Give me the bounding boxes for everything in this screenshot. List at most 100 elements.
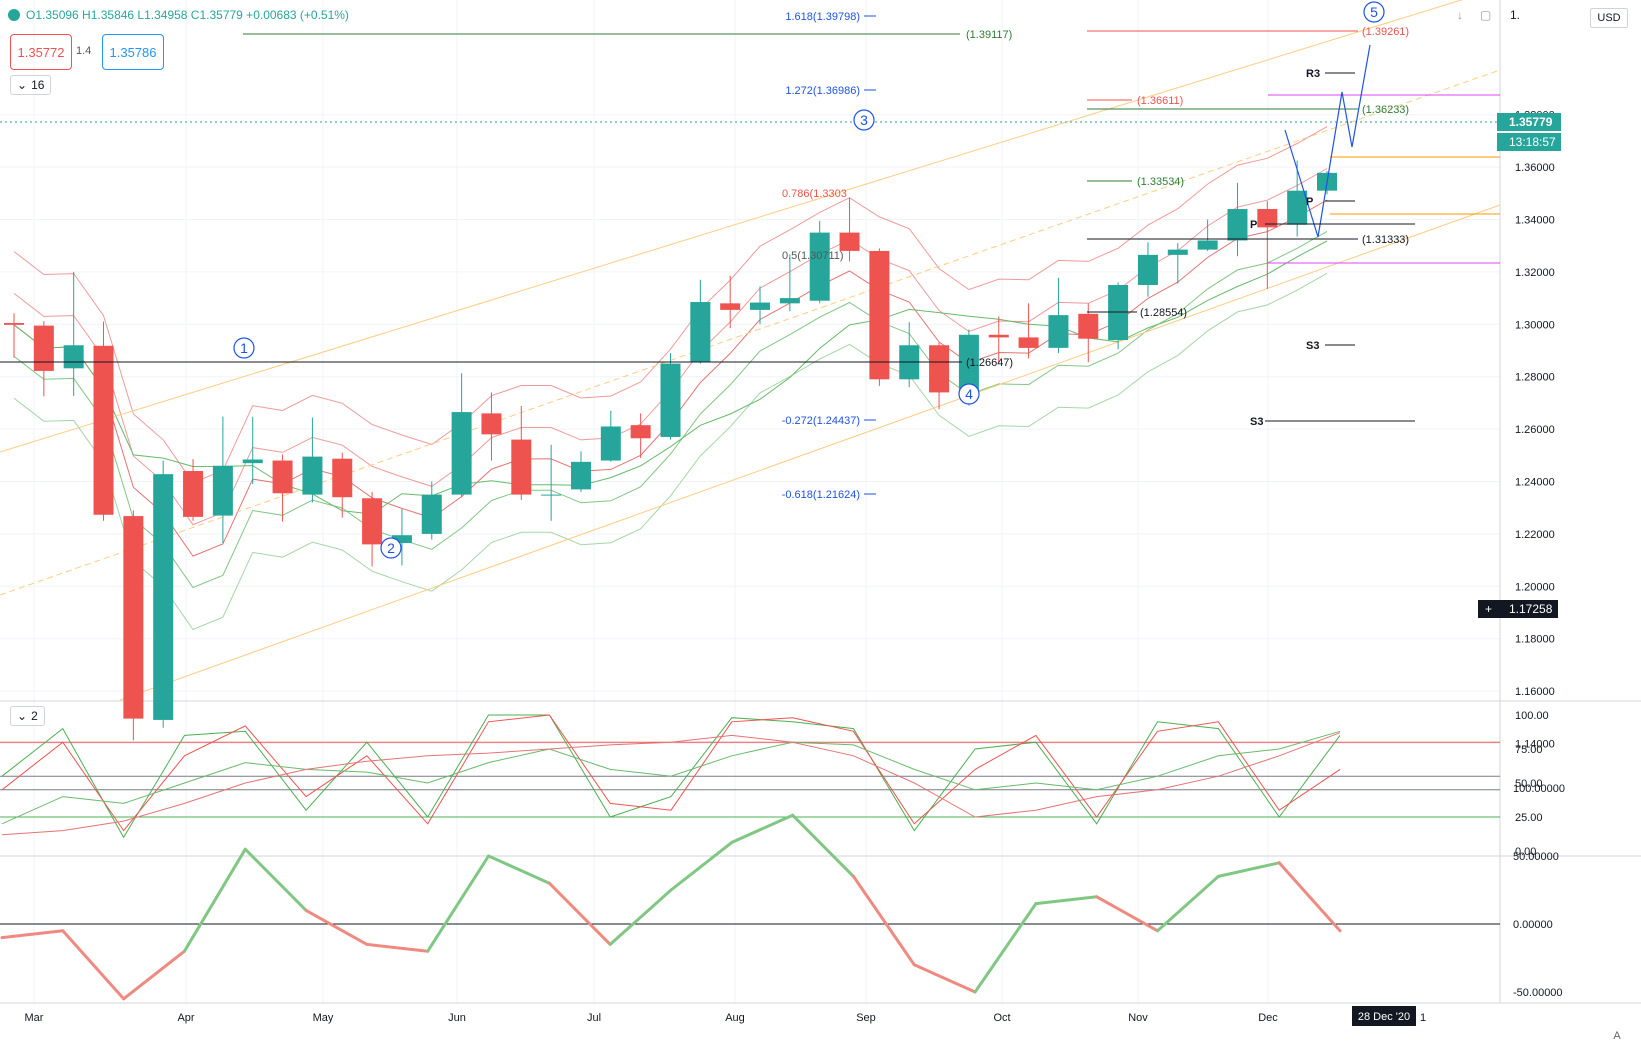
oscillator-segment: [182, 847, 247, 953]
currency-badge[interactable]: USD: [1590, 8, 1628, 28]
candle-body: [750, 302, 771, 310]
candle-body: [1167, 249, 1188, 255]
level-label: (1.26647): [966, 357, 1013, 369]
candle-body: [1287, 190, 1308, 225]
crosshair-price-box: [1478, 600, 1558, 618]
oscillator-axis-tick: 0.00000: [1513, 919, 1553, 931]
top-price-label: 1.: [1510, 8, 1521, 22]
ohlc-values: O1.35096 H1.35846 L1.34958 C1.35779 +0.0…: [26, 8, 349, 22]
price-axis-tick: 1.30000: [1515, 319, 1555, 331]
candle-body: [929, 345, 950, 393]
time-axis-tick: Nov: [1128, 1012, 1148, 1024]
candle-body: [570, 461, 591, 490]
stoch-legend-toggle[interactable]: ⌄ 2: [10, 706, 45, 726]
candle-body: [541, 494, 562, 496]
grid: [0, 0, 1641, 1004]
oscillator-segment: [1095, 895, 1160, 933]
time-axis-edge-tick: 1: [1420, 1012, 1426, 1024]
elliott-wave-marker: [853, 109, 875, 131]
oscillator-segment: [426, 854, 491, 953]
stoch-axis-tick: 50.00: [1515, 778, 1543, 790]
fib-retracement-label: 0.5(1.30711): [782, 250, 844, 262]
candle-body: [958, 334, 979, 392]
price-axis-tick: 1.18000: [1515, 634, 1555, 646]
level-label: (1.36233): [1362, 104, 1409, 116]
price-axis-tick: 1.16000: [1515, 686, 1555, 698]
candle-body: [779, 298, 800, 304]
drawings: 1.618(1.39798) 1.272(1.36986) -0.272(1.244…: [0, 1, 1500, 559]
indicator-bands: [0, 0, 1501, 701]
pivot-label: P: [1250, 219, 1257, 231]
time-axis-tick: Jul: [587, 1012, 601, 1024]
stoch-axis-tick: 75.00: [1515, 744, 1543, 756]
level-label: (1.33534): [1137, 176, 1184, 188]
auto-scale-button[interactable]: A: [1613, 1030, 1621, 1042]
candle-body: [33, 325, 54, 371]
fib-extension-label: 1.618(1.39798): [785, 11, 860, 23]
candle-body: [1197, 240, 1218, 250]
oscillator-segment: [851, 874, 916, 967]
elliott-wave-marker: [958, 383, 980, 405]
stoch-count: 2: [31, 709, 38, 723]
level-label: (1.39117): [966, 29, 1012, 41]
oscillator-segment: [547, 881, 612, 946]
stochastic-pane: 0.00 25.00 50.00 75.00 100.00: [0, 710, 1549, 858]
price-axis-tick: 1.26000: [1515, 424, 1555, 436]
candle-body: [988, 334, 1009, 338]
price-axis-tick: 1.14000: [1515, 739, 1555, 751]
stoch-series-line: [1, 714, 1341, 832]
upper-band-outer: [13, 126, 1328, 484]
candle-body: [839, 232, 860, 251]
candle-body: [123, 516, 144, 719]
candle-body: [660, 363, 681, 437]
pivot-label: R3: [1306, 68, 1320, 80]
oscillator-segment: [912, 963, 977, 994]
oscillator-segment: [669, 840, 734, 892]
oscillator-axis-tick: 100.00000: [1513, 783, 1565, 795]
oscillator-axis-tick: -50.00000: [1513, 987, 1563, 999]
oscillator-segment: [1216, 861, 1281, 878]
spread-value: 1.4: [76, 45, 92, 57]
maximize-icon[interactable]: ▢: [1480, 8, 1492, 22]
price-axis-tick: 1.24000: [1515, 477, 1555, 489]
oscillator-segment: [243, 847, 308, 912]
candle-body: [600, 426, 621, 461]
time-axis-tick: Oct: [993, 1012, 1010, 1024]
oscillator-segment: [304, 908, 369, 946]
buy-button[interactable]: 1.35786: [102, 34, 164, 70]
elliott-wave-label: 2: [387, 540, 395, 556]
candle-body: [183, 471, 204, 517]
channel-lower: [119, 204, 1501, 701]
pivot-label: S3: [1306, 340, 1319, 352]
candle-body: [869, 250, 890, 380]
pivot-label: P: [1306, 196, 1313, 208]
stoch-series-line: [1, 730, 1341, 825]
price-axis-tick: 1.22000: [1515, 529, 1555, 541]
candle-body: [1018, 337, 1039, 348]
indicators-toggle[interactable]: ⌄ 16: [10, 75, 52, 95]
time-axis-tick: May: [313, 1012, 334, 1024]
oscillator-segment: [791, 813, 855, 878]
price-axis-tick: 1.34000: [1515, 215, 1555, 227]
elliott-wave-marker: [380, 537, 402, 559]
oscillator-segment: [122, 949, 186, 1001]
candles: [4, 160, 1337, 741]
indicator-count: 16: [31, 78, 45, 92]
oscillator-segment: [61, 929, 126, 1001]
candle-body: [630, 425, 651, 439]
oscillator-segment: [1156, 874, 1220, 933]
time-axis-tick: Aug: [725, 1012, 745, 1024]
level-label: (1.36611): [1137, 95, 1183, 107]
candle-body: [690, 302, 711, 363]
stoch-axis-tick: 25.00: [1515, 812, 1543, 824]
wave-projection: [1284, 44, 1371, 238]
arrow-down-icon[interactable]: ↓: [1457, 8, 1463, 22]
stoch-series-line: [1, 714, 1341, 839]
sell-button[interactable]: 1.35772: [10, 34, 72, 70]
candle-body: [391, 535, 412, 544]
lower-band-inner: [13, 230, 1328, 589]
stoch-axis-tick: 0.00: [1515, 846, 1536, 858]
oscillator-segment: [0, 929, 65, 940]
last-price-box: [1497, 113, 1561, 131]
